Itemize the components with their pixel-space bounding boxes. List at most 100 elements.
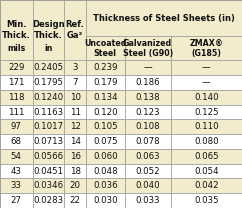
Bar	[64, 105, 86, 119]
Text: 27: 27	[11, 196, 22, 205]
Text: 0.054: 0.054	[194, 167, 219, 176]
Text: 0.063: 0.063	[135, 152, 160, 161]
Text: 0.2405: 0.2405	[33, 63, 63, 72]
Bar	[86, 164, 125, 178]
Text: 0.186: 0.186	[135, 78, 160, 87]
Bar	[171, 60, 242, 75]
Text: 118: 118	[8, 93, 25, 102]
Text: 18: 18	[69, 167, 81, 176]
Bar	[86, 105, 125, 119]
Text: 0.040: 0.040	[135, 181, 160, 190]
Bar	[64, 60, 86, 75]
Text: 0.140: 0.140	[194, 93, 219, 102]
Text: 111: 111	[8, 108, 25, 116]
Text: —: —	[143, 63, 152, 72]
Text: 0.030: 0.030	[93, 196, 118, 205]
Text: 16: 16	[69, 152, 81, 161]
Text: mils: mils	[7, 44, 25, 53]
Bar	[64, 193, 86, 208]
Bar	[171, 193, 242, 208]
Text: 0.1163: 0.1163	[33, 108, 63, 116]
Bar	[171, 105, 242, 119]
Text: Uncoated
Steel: Uncoated Steel	[84, 39, 127, 58]
Text: 0.080: 0.080	[194, 137, 219, 146]
Text: in: in	[44, 44, 53, 53]
Text: 0.048: 0.048	[93, 167, 118, 176]
Bar	[33, 105, 64, 119]
Bar	[86, 119, 125, 134]
Bar	[33, 193, 64, 208]
Bar	[171, 164, 242, 178]
Bar	[0, 60, 33, 75]
Bar	[125, 164, 171, 178]
Text: 0.0566: 0.0566	[33, 152, 63, 161]
Bar	[86, 90, 125, 105]
Text: 0.110: 0.110	[194, 122, 219, 131]
Text: 0.035: 0.035	[194, 196, 219, 205]
Text: 0.078: 0.078	[135, 137, 160, 146]
Text: 14: 14	[69, 137, 81, 146]
Text: 0.1795: 0.1795	[33, 78, 63, 87]
Bar	[33, 134, 64, 149]
Bar	[86, 178, 125, 193]
Bar	[33, 60, 64, 75]
Bar	[125, 105, 171, 119]
Text: 0.1017: 0.1017	[33, 122, 63, 131]
Text: 0.0451: 0.0451	[33, 167, 63, 176]
Text: —: —	[202, 63, 211, 72]
Text: ZMAX®
(G185): ZMAX® (G185)	[189, 39, 223, 58]
Bar	[0, 90, 33, 105]
Text: 0.0713: 0.0713	[33, 137, 63, 146]
Text: 171: 171	[8, 78, 25, 87]
Bar	[125, 60, 171, 75]
Bar	[125, 193, 171, 208]
Text: 33: 33	[11, 181, 22, 190]
Bar	[171, 90, 242, 105]
Text: 0.105: 0.105	[93, 122, 118, 131]
Bar	[171, 36, 242, 60]
Text: 97: 97	[11, 122, 22, 131]
Bar	[0, 105, 33, 119]
Bar	[0, 164, 33, 178]
Text: 0.036: 0.036	[93, 181, 118, 190]
Text: Min.
Thick.: Min. Thick.	[2, 20, 31, 40]
Text: 68: 68	[11, 137, 22, 146]
Text: 0.123: 0.123	[135, 108, 160, 116]
Bar	[0, 134, 33, 149]
Bar	[125, 134, 171, 149]
Text: 43: 43	[11, 167, 22, 176]
Bar	[0, 75, 33, 90]
Bar	[125, 75, 171, 90]
Bar	[86, 0, 242, 36]
Text: 0.138: 0.138	[135, 93, 160, 102]
Bar	[86, 60, 125, 75]
Bar	[0, 149, 33, 164]
Text: 54: 54	[11, 152, 22, 161]
Text: 12: 12	[69, 122, 81, 131]
Bar	[64, 134, 86, 149]
Text: 7: 7	[72, 78, 78, 87]
Bar	[64, 75, 86, 90]
Bar	[171, 119, 242, 134]
Bar	[171, 75, 242, 90]
Bar	[33, 90, 64, 105]
Bar	[64, 164, 86, 178]
Text: 3: 3	[72, 63, 78, 72]
Bar	[33, 0, 64, 60]
Bar	[0, 178, 33, 193]
Bar	[33, 119, 64, 134]
Text: Galvanized
Steel (G90): Galvanized Steel (G90)	[122, 39, 173, 58]
Bar	[86, 36, 125, 60]
Bar	[0, 193, 33, 208]
Text: 0.052: 0.052	[135, 167, 160, 176]
Bar	[86, 134, 125, 149]
Bar	[0, 119, 33, 134]
Bar	[33, 164, 64, 178]
Text: 0.042: 0.042	[194, 181, 219, 190]
Bar	[125, 149, 171, 164]
Bar	[171, 134, 242, 149]
Text: 0.060: 0.060	[93, 152, 118, 161]
Bar	[33, 178, 64, 193]
Bar	[33, 149, 64, 164]
Text: 0.108: 0.108	[135, 122, 160, 131]
